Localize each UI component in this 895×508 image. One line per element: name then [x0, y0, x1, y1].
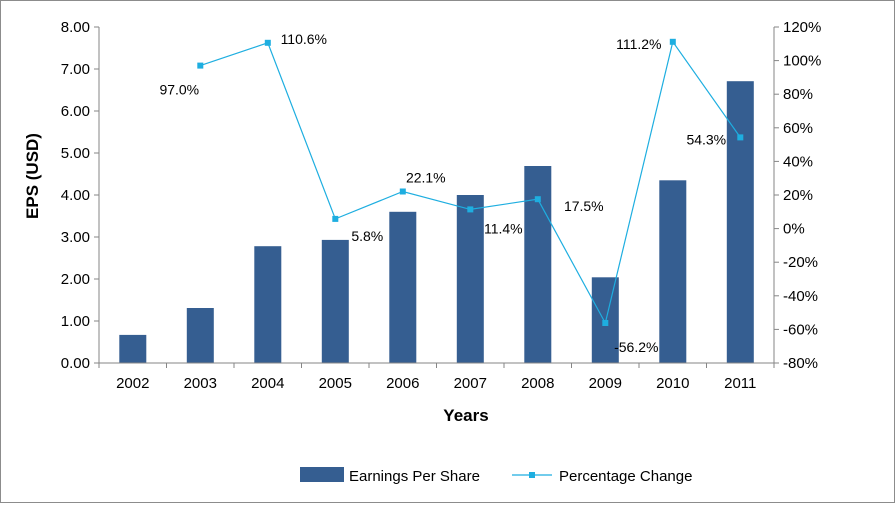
y-right-tick-label: 60% — [783, 120, 813, 137]
y-left-tick-label: 0.00 — [61, 355, 90, 372]
x-tick-label-2007: 2007 — [454, 375, 487, 392]
line-series-percentage-change — [197, 38, 744, 326]
y-right-tick-label: 40% — [783, 153, 813, 170]
x-tick-label-2003: 2003 — [184, 375, 217, 392]
data-label-2004: 110.6% — [281, 31, 327, 47]
y-axis-title: EPS (USD) — [23, 133, 42, 219]
marker-2003 — [197, 62, 204, 69]
y-right-tick-label: 100% — [783, 53, 821, 70]
y-left-tick-label: 6.00 — [61, 103, 90, 120]
x-tick-label-2006: 2006 — [386, 375, 419, 392]
data-label-2006: 22.1% — [406, 170, 446, 186]
data-label-2003: 97.0% — [159, 82, 199, 98]
y-left-tick-label: 5.00 — [61, 145, 90, 162]
y-right-tick-label: -80% — [783, 355, 818, 372]
y-right-tick-label: 120% — [783, 19, 821, 36]
bar-2002 — [119, 334, 147, 363]
y-right-tick-label: 20% — [783, 187, 813, 204]
y-right-tick-label: 0% — [783, 221, 805, 238]
x-axis-title: Years — [443, 406, 488, 425]
legend-marker-percentage-change — [529, 472, 535, 478]
bar-2011 — [726, 81, 754, 363]
legend-label-earnings-per-share: Earnings Per Share — [349, 468, 480, 485]
y-left-tick-label: 4.00 — [61, 187, 90, 204]
y-right-tick-label: 80% — [783, 86, 813, 103]
bar-2008 — [524, 166, 552, 363]
data-label-2008: 17.5% — [564, 198, 604, 214]
x-tick-label-2005: 2005 — [319, 375, 352, 392]
x-tick-label-2002: 2002 — [116, 375, 149, 392]
data-label-2009: -56.2% — [614, 339, 658, 355]
data-label-2010: 111.2% — [616, 36, 661, 52]
y-left-tick-label: 2.00 — [61, 271, 90, 288]
marker-2004 — [264, 39, 271, 46]
marker-2010 — [669, 38, 676, 45]
data-labels: 97.0% 110.6% 5.8% 22.1% 11.4% 17.5% -56.2% 111.… — [159, 31, 726, 355]
marker-2008 — [534, 196, 541, 203]
x-tick-label-2008: 2008 — [521, 375, 554, 392]
marker-2005 — [332, 215, 339, 222]
bar-2004 — [254, 246, 282, 363]
y-left-tick-label: 1.00 — [61, 313, 90, 330]
bar-2006 — [389, 211, 417, 363]
legend-swatch-earnings-per-share — [300, 467, 344, 482]
bar-series-earnings-per-share — [119, 81, 754, 363]
y-right-tick-label: -20% — [783, 254, 818, 271]
data-label-2011: 54.3% — [686, 131, 726, 147]
legend: Earnings Per Share Percentage Change — [300, 467, 692, 485]
axes: 0.00 1.00 2.00 3.00 4.00 5.00 6.00 7.00 8.00 -80%… — [61, 19, 822, 392]
bar-2005 — [321, 239, 349, 363]
y-left-tick-label: 8.00 — [61, 19, 90, 36]
bar-2010 — [659, 180, 687, 363]
y-left-tick-label: 3.00 — [61, 229, 90, 246]
x-tick-label-2010: 2010 — [656, 375, 689, 392]
marker-2007 — [467, 206, 474, 213]
marker-2006 — [399, 188, 406, 195]
x-tick-label-2004: 2004 — [251, 375, 284, 392]
marker-2009 — [602, 320, 609, 326]
data-label-2007: 11.4% — [484, 220, 523, 236]
marker-2011 — [737, 134, 744, 141]
x-tick-label-2009: 2009 — [589, 375, 622, 392]
bar-2007 — [456, 195, 484, 363]
y-right-tick-label: -60% — [783, 321, 818, 338]
y-right-tick-label: -40% — [783, 288, 818, 305]
x-tick-label-2011: 2011 — [724, 375, 756, 392]
bar-2003 — [186, 308, 214, 363]
data-label-2005: 5.8% — [351, 228, 383, 244]
y-left-tick-label: 7.00 — [61, 61, 90, 78]
legend-label-percentage-change: Percentage Change — [559, 468, 692, 485]
